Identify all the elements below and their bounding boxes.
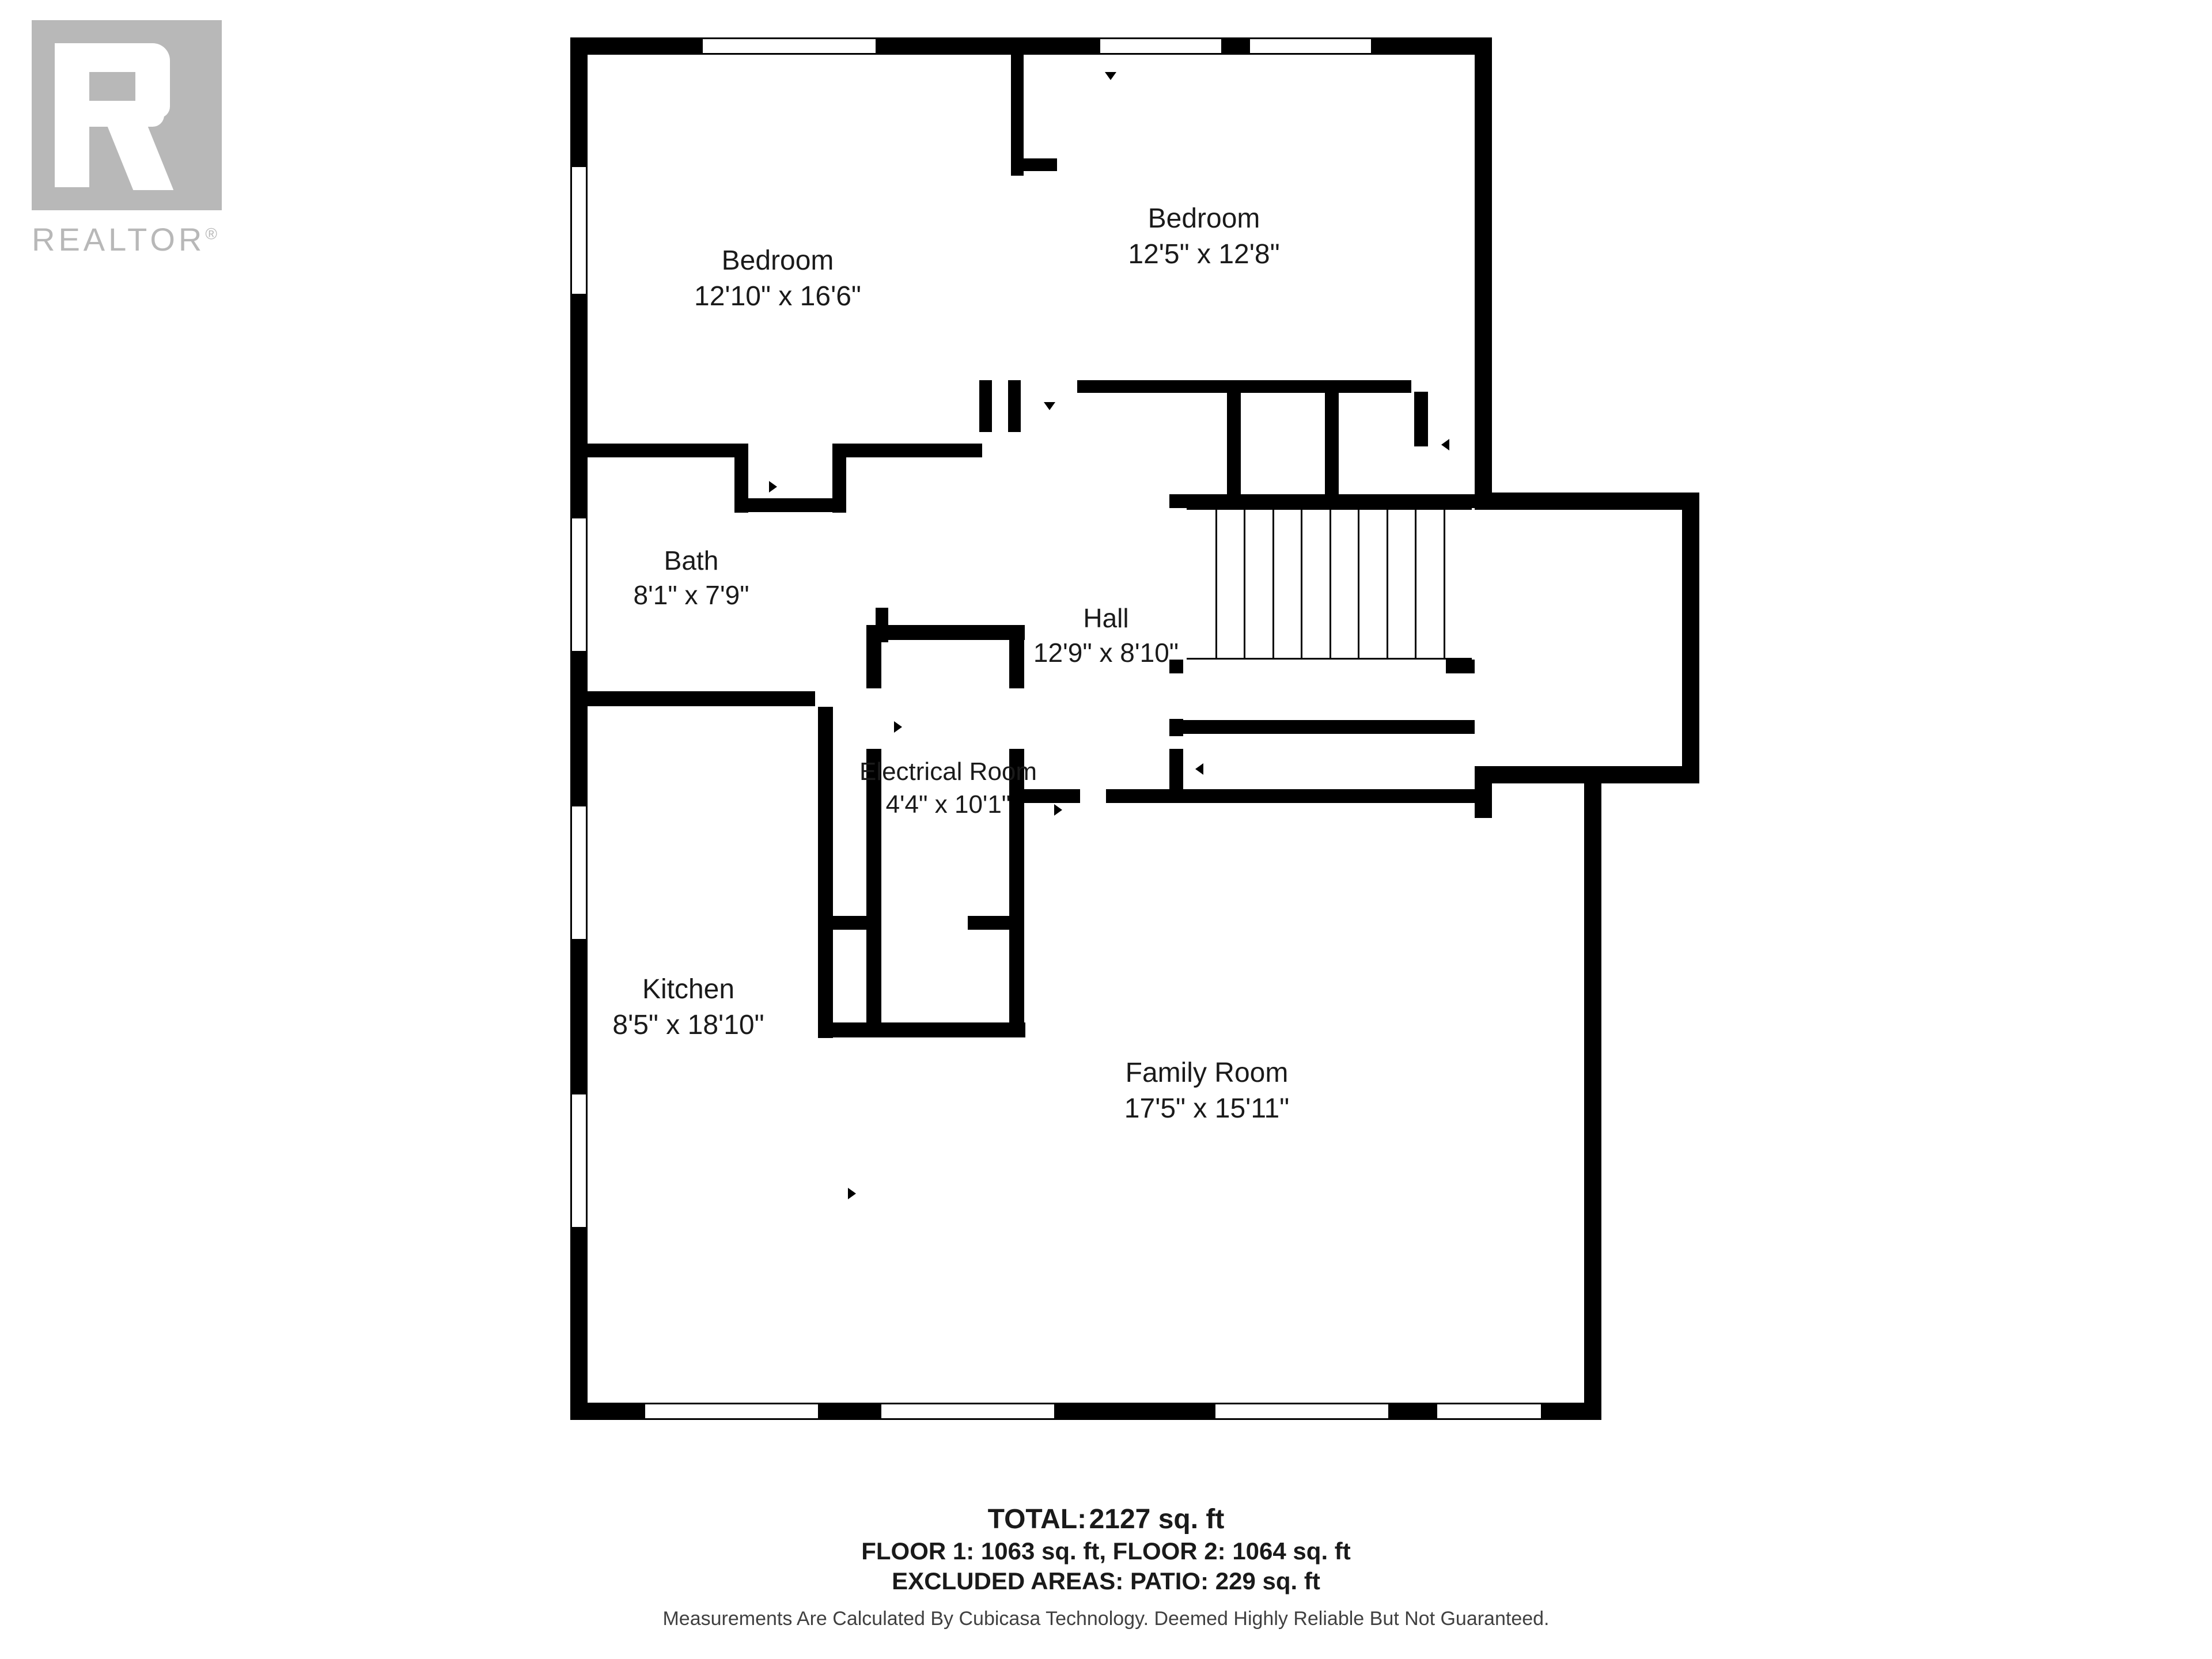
footer-disclaimer: Measurements Are Calculated By Cubicasa …: [0, 1608, 2212, 1630]
room-name: Kitchen: [516, 972, 861, 1007]
footer-total-label: TOTAL:: [988, 1504, 1087, 1535]
outer-wall: [1475, 493, 1699, 510]
room-label: Bath8'1" x 7'9": [518, 544, 864, 613]
room-label: Family Room17'5" x 15'11": [1034, 1055, 1380, 1127]
door-marker: [1044, 402, 1055, 410]
door-marker: [1054, 804, 1062, 816]
stair-tread: [1415, 508, 1416, 658]
room-label: Bedroom12'5" x 12'8": [1031, 201, 1377, 273]
footer: TOTAL: 2127 sq. ft FLOOR 1: 1063 sq. ft,…: [0, 1503, 2212, 1630]
room-name: Bedroom: [605, 243, 950, 279]
footer-total-value: 2127 sq. ft: [1089, 1504, 1225, 1535]
footer-line3: EXCLUDED AREAS: PATIO: 229 sq. ft: [0, 1567, 2212, 1595]
inner-wall: [1446, 660, 1475, 673]
inner-wall: [1011, 55, 1024, 176]
room-name: Family Room: [1034, 1055, 1380, 1091]
door-marker: [1105, 72, 1116, 80]
window: [1100, 37, 1221, 55]
window: [570, 1094, 588, 1227]
room-dims: 4'4" x 10'1": [775, 788, 1121, 821]
realtor-label: REALTOR: [32, 221, 205, 257]
door-marker: [1195, 763, 1203, 775]
window: [570, 167, 588, 294]
room-dims: 17'5" x 15'11": [1034, 1091, 1380, 1127]
window: [1437, 1403, 1541, 1420]
realtor-logo-box: [32, 20, 222, 210]
inner-wall: [585, 444, 746, 457]
room-name: Bedroom: [1031, 201, 1377, 237]
window: [570, 806, 588, 939]
inner-wall: [1325, 392, 1339, 507]
inner-wall: [979, 380, 992, 432]
stair-tread: [1444, 508, 1445, 658]
room-dims: 12'9" x 8'10": [933, 636, 1279, 671]
door-marker: [894, 721, 902, 733]
footer-total: TOTAL: 2127 sq. ft: [0, 1503, 2212, 1535]
outer-wall: [1682, 493, 1699, 783]
outer-wall: [1584, 783, 1601, 1420]
stair-tread: [1330, 508, 1331, 658]
window: [1215, 1403, 1388, 1420]
inner-wall: [585, 691, 815, 706]
room-dims: 8'1" x 7'9": [518, 578, 864, 613]
inner-wall: [1106, 789, 1475, 803]
window: [703, 37, 876, 55]
room-label: Electrical Room4'4" x 10'1": [775, 755, 1121, 821]
realtor-logo-text: REALTOR®: [32, 221, 222, 258]
inner-wall: [734, 498, 844, 512]
inner-wall: [1414, 392, 1428, 446]
inner-wall: [1077, 380, 1411, 393]
outer-wall: [1475, 37, 1492, 510]
room-label: Hall12'9" x 8'10": [933, 601, 1279, 671]
inner-wall: [1169, 749, 1183, 789]
inner-wall: [1169, 720, 1475, 734]
realtor-logo: REALTOR®: [32, 20, 222, 258]
inner-wall: [832, 444, 982, 457]
outer-wall: [1475, 766, 1699, 783]
room-label: Bedroom12'10" x 16'6": [605, 243, 950, 315]
stair-tread: [1387, 508, 1388, 658]
inner-wall: [968, 916, 1023, 930]
inner-wall: [1011, 158, 1057, 171]
door-marker: [848, 1188, 856, 1199]
room-name: Electrical Room: [775, 755, 1121, 788]
footer-line2: FLOOR 1: 1063 sq. ft, FLOOR 2: 1064 sq. …: [0, 1537, 2212, 1565]
window: [881, 1403, 1054, 1420]
door-marker: [1441, 439, 1449, 450]
stair-tread: [1358, 508, 1359, 658]
inner-wall: [818, 916, 881, 930]
room-dims: 12'5" x 12'8": [1031, 237, 1377, 272]
inner-wall: [1008, 380, 1021, 432]
outer-wall: [1475, 783, 1492, 818]
window: [1250, 37, 1371, 55]
door-marker: [769, 481, 777, 493]
stair-tread: [1301, 508, 1302, 658]
room-label: Kitchen8'5" x 18'10": [516, 972, 861, 1044]
inner-wall: [866, 625, 881, 688]
inner-wall: [1227, 392, 1241, 507]
window: [645, 1403, 818, 1420]
floorplan-canvas: Bedroom12'10" x 16'6"Bedroom12'5" x 12'8…: [0, 0, 2212, 1659]
room-name: Bath: [518, 544, 864, 578]
room-dims: 8'5" x 18'10": [516, 1007, 861, 1043]
room-dims: 12'10" x 16'6": [605, 279, 950, 315]
inner-wall: [1169, 494, 1478, 508]
room-name: Hall: [933, 601, 1279, 636]
realtor-reg: ®: [205, 225, 221, 243]
